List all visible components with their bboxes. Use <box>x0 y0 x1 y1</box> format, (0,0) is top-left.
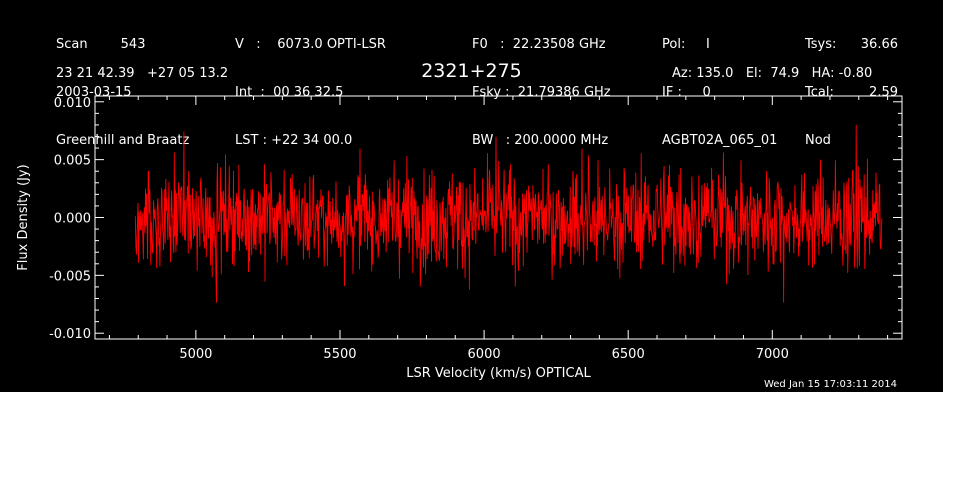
y-tick-label: 0.005 <box>54 154 91 169</box>
x-tick-label: 7000 <box>756 347 789 362</box>
header-line: Nod <box>805 133 831 148</box>
y-tick-label: -0.010 <box>49 327 91 342</box>
spectrum-plot-window: Scan 543 2003-03-15 Greenhill and Braatz… <box>0 0 943 392</box>
header-column-polarization: Pol: I IF : 0 AGBT02A_065_01 <box>662 5 777 181</box>
x-tick-label: 5000 <box>179 347 212 362</box>
timestamp: Wed Jan 15 17:03:11 2014 <box>763 379 897 390</box>
y-tick-label: 0.010 <box>54 96 91 111</box>
header-column-scan: Scan 543 2003-03-15 Greenhill and Braatz <box>56 5 189 181</box>
spectrum-trace-line <box>134 124 883 303</box>
header-line: F0 : 22.23508 GHz <box>472 37 606 52</box>
header-line: IF : 0 <box>662 85 711 100</box>
header-line: V : 6073.0 OPTI-LSR <box>235 37 386 52</box>
x-tick-label: 5500 <box>323 347 356 362</box>
x-tick-label: 6500 <box>612 347 645 362</box>
header-line: 36.66 <box>860 37 898 52</box>
coordinates-readout: 23 21 42.39 +27 05 13.2 <box>56 66 229 81</box>
header-line: Scan 543 <box>56 37 146 52</box>
header-line: AGBT02A_065_01 <box>662 133 778 148</box>
header-column-velocity: V : 6073.0 OPTI-LSR Int : 00 36 32.5 LST… <box>235 5 386 181</box>
y-tick-label: -0.005 <box>49 269 91 284</box>
header-line: BW : 200.0000 MHz <box>472 133 609 148</box>
spectrum-chart: 5000 5500 6000 6500 7000 -0.010 -0.005 0.000 0.0… <box>16 95 903 381</box>
x-axis-label: LSR Velocity (km/s) OPTICAL <box>406 366 591 381</box>
source-name-title: 2321+275 <box>421 60 522 82</box>
header-line: LST : +22 34 00.0 <box>235 133 353 148</box>
x-tick-label: 6000 <box>468 347 501 362</box>
header-line: Greenhill and Braatz <box>56 133 190 148</box>
header-line: Pol: I <box>662 37 710 52</box>
y-axis-label: Flux Density (Jy) <box>16 164 31 270</box>
header-line: Tsys: <box>805 37 837 52</box>
pointing-readout: Az: 135.0 El: 74.9 HA: -0.80 <box>672 66 873 81</box>
y-tick-label: 0.000 <box>54 212 91 227</box>
